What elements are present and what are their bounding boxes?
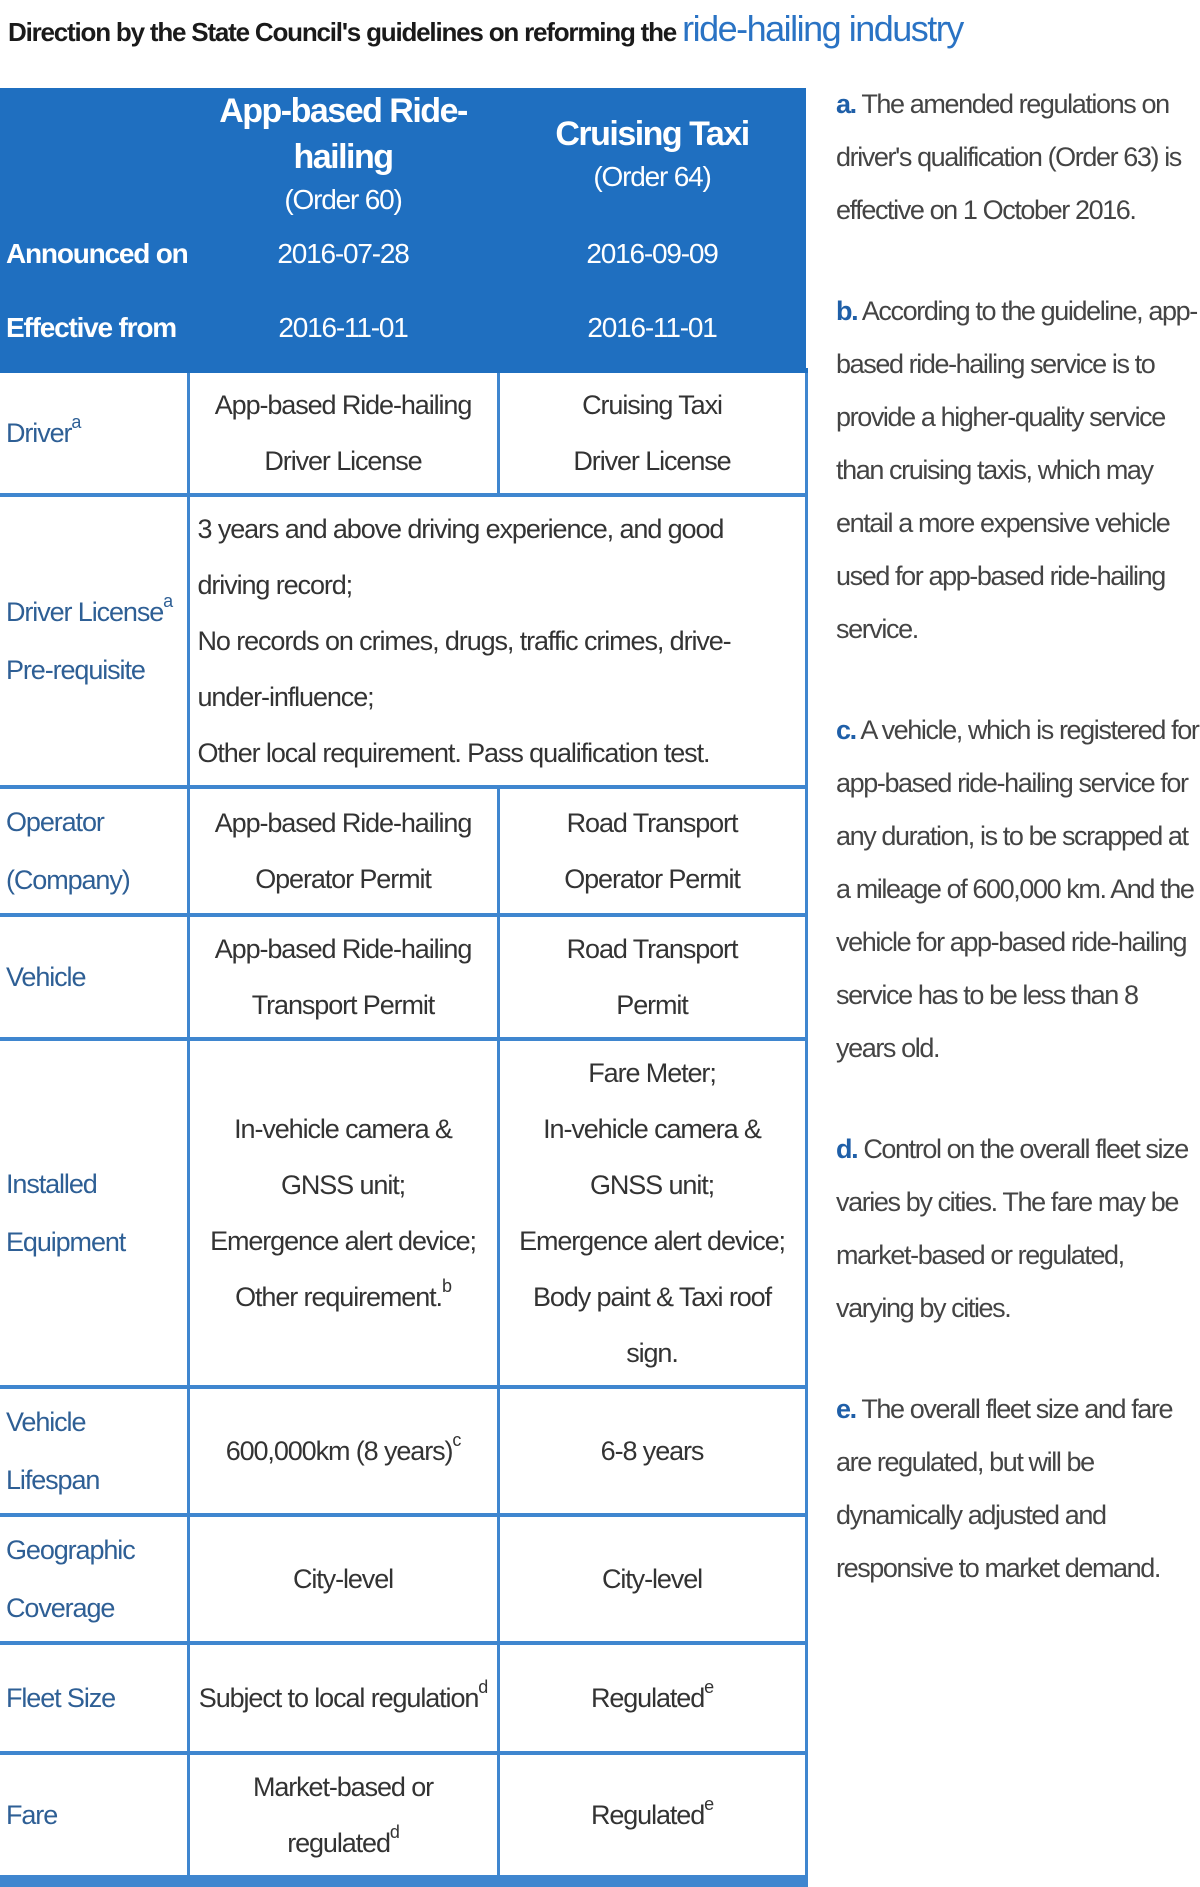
footnote-b: b. According to the guideline, app-based…	[836, 296, 1198, 644]
header-app-based: App-based Ride-hailing (Order 60)	[188, 88, 498, 220]
table-row-coverage: Geographic Coverage City-level City-level	[0, 1513, 808, 1643]
cell-app-based: App-based Ride-hailing Driver License	[188, 368, 500, 495]
announced-app-based: 2016-07-28	[188, 220, 498, 288]
title-highlight: ride-hailing industry	[682, 8, 964, 49]
regulation-comparison-table: App-based Ride-hailing (Order 60) Cruisi…	[0, 88, 808, 1887]
cell-cruising-taxi: Regulatede	[498, 1751, 808, 1887]
table-row-equipment: Installed Equipment In-vehicle camera & G…	[0, 1037, 808, 1387]
cell-app-based: Market-based or regulatedd	[188, 1751, 500, 1887]
row-label: Vehicle Lifespan	[0, 1385, 190, 1515]
cell-cruising-taxi: Fare Meter; In-vehicle camera & GNSS uni…	[498, 1037, 808, 1387]
effective-app-based: 2016-11-01	[188, 288, 498, 373]
table-row-fleet-size: Fleet Size Subject to local regulationd …	[0, 1641, 808, 1753]
row-label: Drivera	[0, 368, 190, 495]
row-label: Fare	[0, 1751, 190, 1887]
column-order: (Order 64)	[593, 161, 711, 192]
footnotes: a. The amended regulations on driver's q…	[836, 78, 1200, 1643]
title-prefix: Direction by the State Council's guideli…	[8, 17, 677, 47]
cell-cruising-taxi: 6-8 years	[498, 1385, 808, 1515]
cell-app-based: City-level	[188, 1513, 500, 1643]
page-title: Direction by the State Council's guideli…	[8, 8, 1188, 50]
header-corner	[0, 88, 188, 220]
footnote-d: d. Control on the overall fleet size var…	[836, 1134, 1189, 1323]
column-name: Cruising Taxi	[555, 115, 750, 153]
row-label: Vehicle	[0, 913, 190, 1039]
column-name: App-based Ride-hailing	[219, 92, 468, 176]
row-label: Driver Licensea Pre-requisite	[0, 493, 190, 787]
cell-cruising-taxi: Road Transport Permit	[498, 913, 808, 1039]
footnote-c: c. A vehicle, which is registered for ap…	[836, 715, 1200, 1063]
cell-app-based: In-vehicle camera & GNSS unit; Emergence…	[188, 1037, 500, 1387]
cell-cruising-taxi: Road Transport Operator Permit	[498, 785, 808, 915]
row-label: Fleet Size	[0, 1641, 190, 1753]
footnote-e: e. The overall fleet size and fare are r…	[836, 1394, 1174, 1583]
header-row-effective: Effective from 2016-11-01 2016-11-01	[0, 288, 806, 373]
cell-app-based: Subject to local regulationd	[188, 1641, 500, 1753]
cell-cruising-taxi: City-level	[498, 1513, 808, 1643]
cell-app-based: App-based Ride-hailing Operator Permit	[188, 785, 500, 915]
table-row-vehicle: Vehicle App-based Ride-hailing Transport …	[0, 913, 808, 1039]
table-row-operator: Operator (Company) App-based Ride-hailing…	[0, 785, 808, 915]
header-cruising-taxi: Cruising Taxi (Order 64)	[498, 88, 806, 220]
header-row-announced: Announced on 2016-07-28 2016-09-09	[0, 220, 806, 288]
header-row-titles: App-based Ride-hailing (Order 60) Cruisi…	[0, 88, 806, 220]
table-row-license: Driver Licensea Pre-requisite 3 years and…	[0, 493, 808, 787]
row-label: Geographic Coverage	[0, 1513, 190, 1643]
row-label: Installed Equipment	[0, 1037, 190, 1387]
row-label: Operator (Company)	[0, 785, 190, 915]
row-label: Effective from	[0, 288, 188, 373]
cell-cruising-taxi: Cruising Taxi Driver License	[498, 368, 808, 495]
footnote-a: a. The amended regulations on driver's q…	[836, 89, 1182, 225]
cell-cruising-taxi: Regulatede	[498, 1641, 808, 1753]
row-label: Announced on	[0, 220, 189, 288]
cell-app-based: App-based Ride-hailing Transport Permit	[188, 913, 500, 1039]
cell-app-based: 600,000km (8 years)c	[188, 1385, 500, 1515]
effective-cruising-taxi: 2016-11-01	[498, 288, 806, 373]
announced-cruising-taxi: 2016-09-09	[498, 220, 806, 288]
column-order: (Order 60)	[284, 184, 402, 215]
cell-license-requirements: 3 years and above driving experience, an…	[188, 493, 808, 787]
table-row-driver: Drivera App-based Ride-hailing Driver Lic…	[0, 368, 808, 495]
table-row-fare: Fare Market-based or regulatedd Regulate…	[0, 1751, 808, 1887]
table-row-lifespan: Vehicle Lifespan 600,000km (8 years)c 6-…	[0, 1385, 808, 1515]
